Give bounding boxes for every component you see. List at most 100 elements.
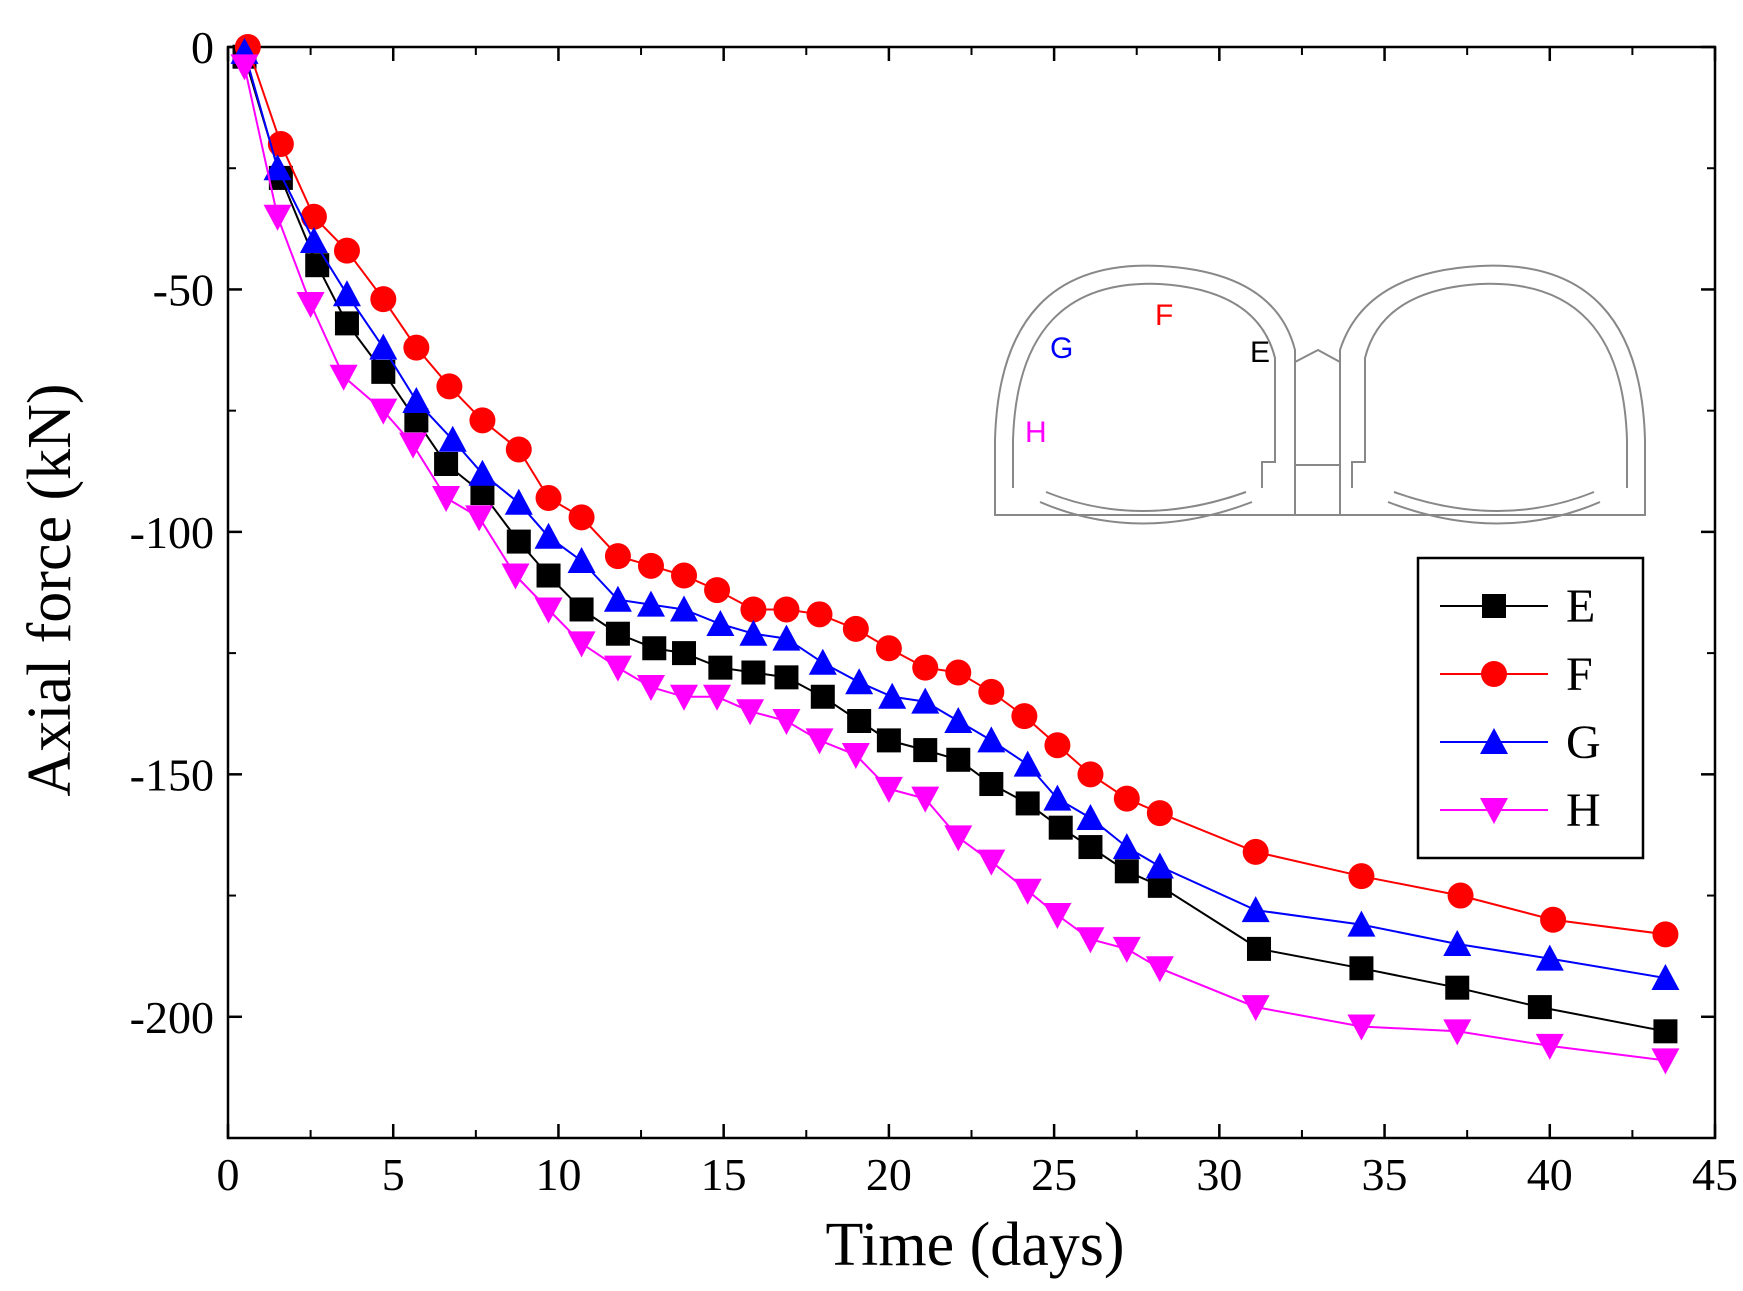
data-point-f bbox=[1044, 732, 1071, 759]
inset-right-tunnel-outer bbox=[995, 264, 1646, 516]
x-tick-label: 15 bbox=[701, 1149, 747, 1200]
data-point-f bbox=[912, 654, 939, 681]
data-point-f bbox=[604, 543, 631, 570]
inset-right-invert bbox=[1387, 501, 1601, 525]
data-point-g bbox=[263, 154, 292, 181]
data-point-f bbox=[1540, 906, 1567, 933]
data-point-g bbox=[1076, 803, 1105, 830]
data-point-f bbox=[740, 596, 767, 623]
legend-label-f: F bbox=[1566, 648, 1593, 701]
data-point-f bbox=[875, 635, 902, 662]
data-point-g bbox=[1443, 930, 1472, 957]
inset-left-invert-inner bbox=[1045, 491, 1247, 512]
legend-box bbox=[1416, 556, 1645, 860]
data-point-f bbox=[505, 436, 532, 463]
data-point-g bbox=[636, 590, 665, 617]
data-point-g bbox=[567, 546, 596, 573]
data-point-h bbox=[736, 699, 765, 726]
data-point-h bbox=[534, 597, 563, 624]
y-tick-label: -50 bbox=[153, 264, 214, 315]
data-point-e bbox=[1653, 1019, 1678, 1044]
data-point-h bbox=[841, 742, 870, 769]
legend-marker-g bbox=[1480, 728, 1508, 754]
data-point-e bbox=[506, 529, 531, 554]
inset-label-e: E bbox=[1250, 336, 1270, 369]
data-point-e bbox=[434, 452, 459, 477]
legend-label-h: H bbox=[1566, 784, 1601, 837]
data-point-f bbox=[436, 373, 463, 400]
data-point-e bbox=[305, 253, 330, 278]
data-point-f bbox=[704, 577, 731, 604]
inset-label-g: G bbox=[1050, 332, 1073, 365]
data-point-h bbox=[369, 398, 398, 425]
data-point-g bbox=[706, 610, 735, 637]
inset-left-tunnel-inner bbox=[1012, 282, 1276, 488]
data-point-g bbox=[878, 682, 907, 709]
y-axis-title: Axial force (kN) bbox=[16, 383, 84, 796]
data-point-e bbox=[1527, 995, 1552, 1020]
data-point-f bbox=[773, 596, 800, 623]
legend-marker-h bbox=[1480, 798, 1508, 824]
data-point-g bbox=[1145, 852, 1174, 879]
x-tick-label: 35 bbox=[1362, 1149, 1408, 1200]
x-tick-label: 20 bbox=[866, 1149, 912, 1200]
data-point-g bbox=[911, 687, 940, 714]
data-point-f bbox=[1348, 863, 1375, 890]
data-point-h bbox=[1241, 995, 1270, 1022]
x-tick-label: 40 bbox=[1527, 1149, 1573, 1200]
data-point-h bbox=[263, 204, 292, 231]
data-point-e bbox=[1246, 936, 1271, 961]
data-point-e bbox=[1078, 835, 1103, 860]
data-point-g bbox=[332, 280, 361, 307]
data-point-h bbox=[501, 563, 530, 590]
data-point-f bbox=[671, 562, 698, 589]
data-point-e bbox=[810, 684, 835, 709]
data-point-h bbox=[874, 776, 903, 803]
data-point-e bbox=[946, 747, 971, 772]
inset-middle-pillar bbox=[1294, 348, 1341, 466]
data-point-h bbox=[1651, 1048, 1680, 1075]
data-point-h bbox=[636, 675, 665, 702]
data-point-h bbox=[567, 631, 596, 658]
inset-tunnel-diagram: G F E H bbox=[994, 264, 1646, 525]
data-point-f bbox=[1113, 785, 1140, 812]
data-point-e bbox=[642, 636, 667, 661]
x-tick-label: 10 bbox=[535, 1149, 581, 1200]
data-point-e bbox=[913, 738, 938, 763]
data-point-h bbox=[1043, 902, 1072, 929]
data-point-h bbox=[772, 708, 801, 735]
data-point-g bbox=[1347, 910, 1376, 937]
data-point-f bbox=[300, 203, 327, 230]
data-point-g bbox=[772, 624, 801, 651]
data-point-h bbox=[1112, 936, 1141, 963]
data-point-e bbox=[605, 621, 630, 646]
data-point-h bbox=[230, 54, 259, 81]
data-point-f bbox=[370, 286, 397, 313]
inset-right-tunnel-inner bbox=[1351, 282, 1628, 488]
legend-label-g: G bbox=[1566, 716, 1601, 769]
y-tick-label: -200 bbox=[130, 992, 214, 1043]
data-point-f bbox=[568, 504, 595, 531]
data-point-g bbox=[438, 425, 467, 452]
data-point-g bbox=[299, 226, 328, 253]
data-point-e bbox=[1015, 791, 1040, 816]
data-point-e bbox=[1349, 956, 1374, 981]
data-point-f bbox=[806, 601, 833, 628]
data-point-h bbox=[670, 684, 699, 711]
series-e bbox=[232, 44, 1678, 1044]
data-point-h bbox=[399, 432, 428, 459]
data-point-g bbox=[977, 726, 1006, 753]
data-point-f bbox=[1242, 838, 1269, 865]
data-point-g bbox=[944, 706, 973, 733]
inset-label-f: F bbox=[1155, 299, 1173, 332]
data-point-f bbox=[1011, 703, 1038, 730]
x-tick-label: 30 bbox=[1196, 1149, 1242, 1200]
data-point-g bbox=[369, 333, 398, 360]
data-point-f bbox=[1077, 761, 1104, 788]
x-axis-title: Time (days) bbox=[825, 1211, 1124, 1279]
data-point-f bbox=[978, 678, 1005, 705]
data-point-e bbox=[334, 311, 359, 336]
axes: 0 5 10 15 20 25 30 35 40 45 0 -50 -100 -150 -200 bbox=[130, 22, 1738, 1200]
